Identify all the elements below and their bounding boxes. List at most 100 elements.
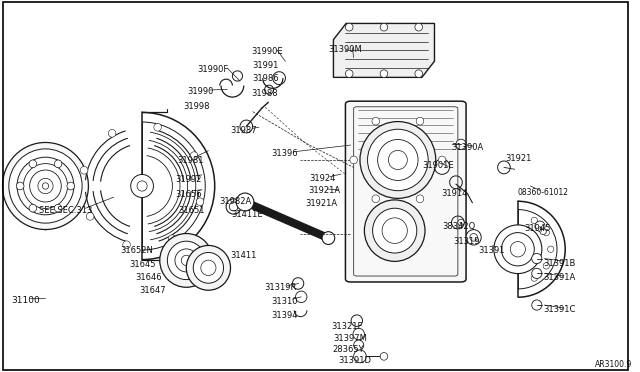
Text: 31651: 31651 bbox=[179, 206, 205, 215]
Ellipse shape bbox=[543, 230, 550, 236]
Ellipse shape bbox=[378, 140, 418, 180]
Text: 31411E: 31411E bbox=[231, 210, 263, 219]
Text: 31987: 31987 bbox=[230, 126, 257, 135]
Text: 31390M: 31390M bbox=[328, 45, 362, 54]
Ellipse shape bbox=[380, 70, 388, 77]
Text: 31652N: 31652N bbox=[120, 246, 153, 254]
Ellipse shape bbox=[167, 241, 205, 280]
Ellipse shape bbox=[531, 275, 538, 281]
Ellipse shape bbox=[498, 161, 510, 174]
Ellipse shape bbox=[470, 234, 477, 241]
Ellipse shape bbox=[372, 117, 380, 125]
Ellipse shape bbox=[292, 278, 304, 289]
Text: 31100: 31100 bbox=[12, 296, 40, 305]
Ellipse shape bbox=[236, 193, 254, 211]
Text: 31921A: 31921A bbox=[308, 186, 340, 195]
Text: 31321F: 31321F bbox=[332, 322, 363, 331]
Ellipse shape bbox=[458, 219, 464, 226]
Ellipse shape bbox=[123, 241, 131, 248]
Ellipse shape bbox=[131, 174, 154, 198]
Text: 31319R: 31319R bbox=[264, 283, 296, 292]
Ellipse shape bbox=[54, 160, 62, 168]
Ellipse shape bbox=[501, 232, 534, 266]
Text: 31391: 31391 bbox=[478, 246, 504, 254]
Ellipse shape bbox=[435, 159, 450, 174]
Text: 31981: 31981 bbox=[177, 156, 204, 165]
FancyBboxPatch shape bbox=[346, 101, 466, 282]
Text: 31990E: 31990E bbox=[252, 46, 283, 55]
Ellipse shape bbox=[175, 249, 198, 272]
Ellipse shape bbox=[532, 300, 542, 310]
Ellipse shape bbox=[229, 202, 238, 211]
Ellipse shape bbox=[380, 23, 388, 31]
Text: AR3100.9: AR3100.9 bbox=[595, 360, 632, 369]
Ellipse shape bbox=[354, 350, 366, 363]
Ellipse shape bbox=[201, 260, 216, 276]
Ellipse shape bbox=[494, 225, 542, 273]
Ellipse shape bbox=[29, 170, 61, 202]
Text: 31394: 31394 bbox=[271, 311, 298, 320]
FancyBboxPatch shape bbox=[354, 107, 458, 276]
Ellipse shape bbox=[353, 328, 364, 340]
Ellipse shape bbox=[86, 212, 94, 220]
Ellipse shape bbox=[456, 139, 466, 150]
Ellipse shape bbox=[535, 221, 545, 231]
Ellipse shape bbox=[438, 156, 446, 164]
Polygon shape bbox=[333, 23, 435, 77]
Ellipse shape bbox=[416, 195, 424, 203]
Ellipse shape bbox=[29, 204, 36, 212]
Ellipse shape bbox=[382, 218, 407, 243]
Text: 31901E: 31901E bbox=[422, 161, 454, 170]
Ellipse shape bbox=[367, 129, 428, 191]
Text: 31990: 31990 bbox=[187, 87, 213, 96]
Ellipse shape bbox=[360, 122, 436, 198]
Text: 31645: 31645 bbox=[129, 260, 156, 269]
Ellipse shape bbox=[388, 150, 407, 170]
Ellipse shape bbox=[3, 142, 88, 230]
Ellipse shape bbox=[160, 234, 213, 287]
Ellipse shape bbox=[196, 198, 204, 206]
Ellipse shape bbox=[154, 124, 161, 131]
Text: 31945: 31945 bbox=[524, 224, 550, 233]
Ellipse shape bbox=[17, 157, 74, 215]
Text: 31921A: 31921A bbox=[305, 199, 337, 208]
Ellipse shape bbox=[372, 208, 417, 253]
Text: 31391A: 31391A bbox=[543, 273, 575, 282]
Text: 31391C: 31391C bbox=[543, 305, 575, 314]
Ellipse shape bbox=[364, 200, 425, 262]
Ellipse shape bbox=[416, 117, 424, 125]
Ellipse shape bbox=[24, 164, 68, 208]
Ellipse shape bbox=[181, 255, 191, 266]
Text: 38342Q: 38342Q bbox=[442, 222, 476, 231]
Ellipse shape bbox=[186, 246, 230, 290]
Ellipse shape bbox=[296, 291, 307, 302]
Text: 31397M: 31397M bbox=[333, 334, 367, 343]
Ellipse shape bbox=[532, 253, 542, 264]
Ellipse shape bbox=[354, 340, 364, 350]
Ellipse shape bbox=[346, 23, 353, 31]
Ellipse shape bbox=[548, 246, 554, 253]
Text: 31986: 31986 bbox=[253, 74, 279, 83]
Text: 31310: 31310 bbox=[271, 297, 298, 306]
Text: 31914: 31914 bbox=[441, 189, 467, 198]
Ellipse shape bbox=[29, 160, 36, 168]
Ellipse shape bbox=[42, 183, 49, 189]
Text: 31396: 31396 bbox=[271, 149, 298, 158]
Text: SEE SEC.313: SEE SEC.313 bbox=[39, 206, 93, 215]
Text: 28365Y: 28365Y bbox=[333, 345, 364, 354]
Text: 31411: 31411 bbox=[230, 251, 257, 260]
Ellipse shape bbox=[466, 230, 481, 245]
Ellipse shape bbox=[346, 70, 353, 77]
Ellipse shape bbox=[510, 241, 525, 257]
Ellipse shape bbox=[17, 182, 24, 190]
Text: 31988: 31988 bbox=[252, 89, 278, 97]
Ellipse shape bbox=[38, 178, 53, 194]
Text: 31921: 31921 bbox=[505, 154, 532, 163]
Text: 31990F: 31990F bbox=[198, 65, 229, 74]
Text: 31982A: 31982A bbox=[220, 197, 252, 206]
Text: 31646: 31646 bbox=[136, 273, 163, 282]
Ellipse shape bbox=[226, 199, 241, 214]
Ellipse shape bbox=[351, 315, 362, 326]
Ellipse shape bbox=[350, 156, 357, 164]
Text: 31319: 31319 bbox=[453, 237, 480, 246]
